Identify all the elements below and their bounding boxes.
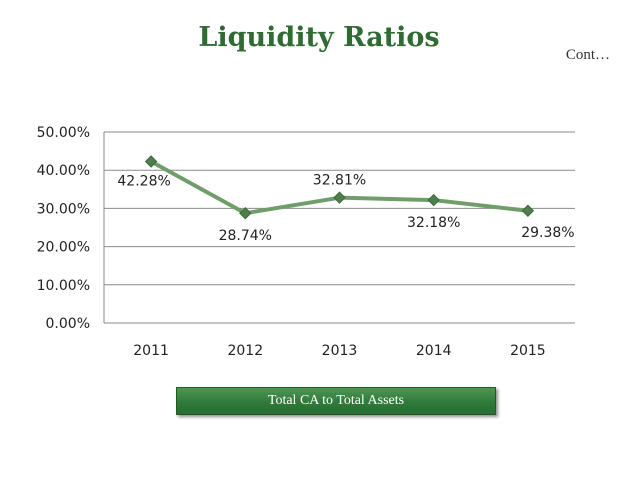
y-tick-label: 10.00% [37, 278, 90, 294]
legend-entry: Total CA to Total Assets [176, 387, 496, 415]
y-tick-label: 50.00% [37, 125, 90, 141]
data-point-marker [427, 193, 440, 207]
continued-label: Cont… [565, 47, 610, 63]
x-tick-label: 2015 [510, 343, 546, 359]
x-tick-label: 2011 [133, 343, 169, 359]
data-label: 42.28% [117, 173, 170, 189]
y-tick-label: 30.00% [37, 201, 90, 217]
y-tick-label: 20.00% [37, 240, 90, 256]
data-point-marker [239, 207, 252, 220]
x-tick-label: 2014 [416, 343, 452, 359]
data-label: 32.81% [313, 173, 366, 189]
data-label: 28.74% [219, 228, 272, 244]
y-tick-label: 40.00% [37, 163, 90, 179]
data-point-marker [144, 155, 158, 168]
data-point-marker [333, 191, 346, 204]
x-tick-label: 2012 [227, 343, 263, 359]
x-tick-label: 2013 [322, 343, 358, 359]
slide-title: Liquidity Ratios [198, 22, 440, 53]
data-label: 29.38% [521, 225, 574, 241]
data-label: 32.18% [407, 215, 460, 231]
y-tick-label: 0.00% [46, 316, 90, 332]
data-point-marker [521, 204, 535, 217]
